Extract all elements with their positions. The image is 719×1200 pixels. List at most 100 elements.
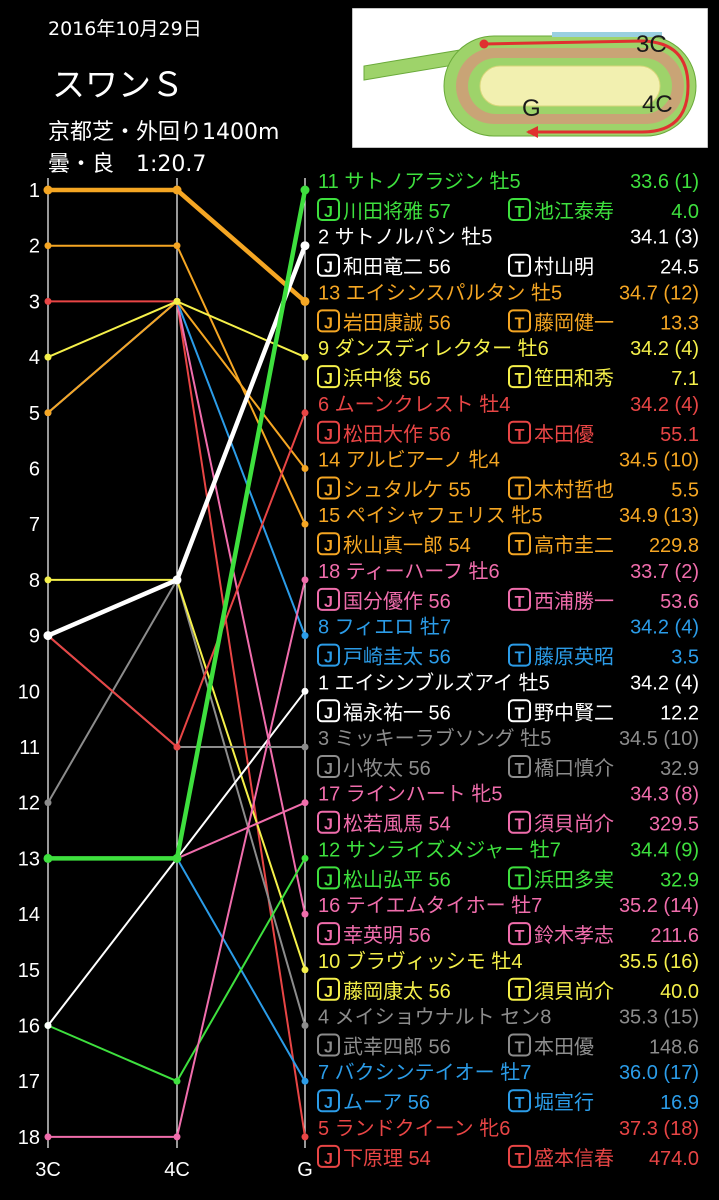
horse-name: 10 ブラヴィッシモ 牡4 [318, 949, 522, 973]
jockey-icon: J [324, 315, 333, 332]
data-point-13 [300, 296, 310, 306]
horse-odds: 16.9 [660, 1092, 699, 1114]
horse-trainer: 池江泰寿 [534, 200, 614, 223]
horse-jockey: 下原理 54 [343, 1148, 431, 1170]
horse-trainer: 高市圭二 [534, 534, 614, 557]
y-tick-label: 5 [29, 403, 40, 425]
horse-name: 7 バクシンテイオー 牡7 [318, 1061, 531, 1084]
trainer-box-icon [508, 1144, 531, 1168]
trainer-box-icon [508, 755, 531, 778]
horse-last3f: 34.1 (3) [630, 227, 699, 249]
data-point-15 [173, 242, 181, 250]
horse-odds: 32.9 [660, 869, 699, 891]
jockey-icon: J [324, 705, 333, 722]
jockey-icon: J [324, 371, 333, 388]
data-point-13 [43, 185, 53, 195]
horse-name: 6 ムーンクレスト 牡4 [318, 393, 510, 416]
data-point-7 [301, 1077, 309, 1085]
y-tick-label: 12 [18, 793, 40, 815]
horse-name: 13 エイシンスパルタン 牡5 [318, 281, 562, 304]
horse-last3f: 34.2 (4) [630, 394, 699, 416]
trainer-box-icon [508, 977, 531, 1001]
horse-trainer: 村山明 [534, 256, 594, 279]
horse-trainer: 須貝尚介 [534, 813, 614, 836]
data-point-15 [301, 520, 309, 528]
trainer-box-icon [508, 476, 531, 500]
jockey-box-icon [317, 365, 340, 389]
jockey-icon: J [324, 1040, 333, 1057]
data-point-5 [44, 297, 52, 305]
horse-trainer: 浜田多実 [534, 868, 614, 891]
jockey-icon: J [324, 1095, 333, 1112]
jockey-box-icon [317, 755, 340, 778]
horse-jockey: シュタルケ 55 [343, 479, 471, 502]
trainer-icon: T [515, 1095, 525, 1112]
jockey-icon: J [324, 872, 333, 889]
horse-trainer: 須貝尚介 [534, 980, 614, 1003]
data-point-10 [44, 576, 52, 584]
trainer-box-icon [508, 810, 531, 834]
data-point-17 [301, 799, 309, 807]
data-point-16 [301, 910, 309, 918]
trainer-icon: T [515, 1151, 525, 1168]
trainer-icon: T [515, 984, 525, 1001]
horse-trainer: 鈴木孝志 [534, 924, 614, 947]
horse-name: 8 フィエロ 牡7 [318, 616, 451, 639]
jockey-box-icon [317, 1089, 340, 1113]
horse-trainer: 藤原英昭 [534, 646, 614, 669]
data-point-1 [301, 687, 309, 695]
y-tick-label: 6 [29, 459, 40, 481]
trainer-icon: T [515, 260, 525, 277]
horse-last3f: 34.2 (4) [630, 338, 699, 360]
data-point-6 [301, 409, 309, 417]
horse-trainer: 野中賢二 [534, 701, 614, 724]
jockey-icon: J [324, 928, 333, 945]
data-point-18 [301, 576, 309, 584]
horse-name: 9 ダンスディレクター 牡6 [318, 337, 549, 360]
data-point-13 [172, 185, 182, 195]
horse-last3f: 34.2 (4) [630, 672, 699, 694]
jockey-icon: J [324, 594, 333, 611]
trainer-box-icon [508, 699, 531, 723]
data-point-6 [173, 743, 181, 751]
y-tick-label: 4 [29, 347, 40, 369]
trainer-box-icon [508, 198, 531, 221]
horse-jockey: 川田将雅 57 [343, 200, 451, 223]
horse-last3f: 35.2 (14) [619, 895, 699, 917]
data-point-11 [172, 853, 182, 863]
data-point-9 [44, 353, 52, 361]
horse-jockey: 武幸四郎 56 [343, 1036, 451, 1059]
horse-odds: 32.9 [660, 758, 699, 780]
data-point-10 [301, 966, 309, 974]
horse-odds: 55.1 [660, 424, 699, 446]
jockey-icon: J [324, 984, 333, 1001]
y-tick-label: 11 [19, 737, 40, 759]
jockey-box-icon [317, 420, 340, 444]
jockey-icon: J [324, 761, 333, 778]
jockey-box-icon [317, 532, 340, 556]
trainer-icon: T [515, 204, 525, 221]
jockey-box-icon [317, 587, 340, 611]
trainer-box-icon [508, 643, 531, 667]
y-tick-label: 7 [29, 514, 40, 536]
horse-jockey: 秋山真一郎 54 [343, 534, 471, 557]
data-point-2 [300, 241, 310, 251]
horse-jockey: 幸英明 56 [343, 924, 431, 947]
horse-odds: 474.0 [649, 1148, 699, 1170]
y-tick-label: 8 [29, 570, 40, 592]
horse-trainer: 西浦勝一 [534, 590, 614, 613]
horse-name: 15 ペイシャフェリス 牝5 [318, 504, 542, 527]
data-point-11 [300, 185, 310, 195]
horse-trainer: 橋口慎介 [534, 757, 614, 780]
horse-name: 2 サトノルパン 牡5 [318, 226, 492, 249]
race-date: 2016年10月29日 [48, 18, 202, 40]
jockey-icon: J [324, 260, 333, 277]
data-point-8 [301, 632, 309, 640]
data-point-1 [44, 1022, 52, 1029]
course-map-graphic: 3C 4C G [351, 7, 709, 149]
map-label-g: G [522, 95, 541, 122]
data-point-12 [173, 1077, 181, 1085]
data-point-2 [172, 575, 182, 585]
data-point-11 [43, 853, 53, 863]
x-tick-label: 4C [164, 1159, 190, 1181]
